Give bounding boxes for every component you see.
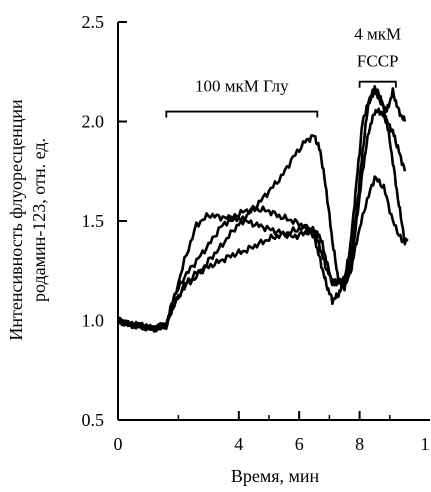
y-tick-label: 1.0 (82, 311, 105, 331)
x-tick-label: 4 (234, 434, 243, 454)
glu-annotation-bar (165, 110, 319, 118)
y-tick-label: 2.0 (82, 112, 105, 132)
y-axis-title-line2: родамин-123, отн. ед. (29, 138, 49, 302)
x-axis-title: Время, мин (231, 466, 320, 486)
x-axis-edge-label: 1 (421, 434, 430, 454)
annotations (165, 80, 397, 118)
series-group (116, 85, 409, 333)
y-tick-label: 0.5 (82, 410, 105, 430)
y-tick-label: 1.5 (82, 211, 105, 231)
y-tick-label: 2.5 (82, 12, 105, 32)
series-line (116, 85, 407, 333)
y-axis-title-line1: Интенсивность флуоресценции (6, 99, 26, 341)
x-ticks: 0 4 6 8 (114, 411, 391, 454)
x-tick-label: 0 (114, 434, 123, 454)
glu-annotation-label: 100 мкМ Глу (195, 77, 289, 96)
y-ticks: 0.5 1.0 1.5 2.0 2.5 (82, 12, 127, 430)
fccp-annotation-label-line1: 4 мкМ (354, 25, 401, 44)
x-tick-label: 8 (355, 434, 364, 454)
series-line (117, 107, 407, 332)
fccp-annotation-bar (358, 80, 397, 88)
fccp-annotation-label-line2: FCCP (357, 52, 399, 71)
x-tick-label: 6 (295, 434, 304, 454)
